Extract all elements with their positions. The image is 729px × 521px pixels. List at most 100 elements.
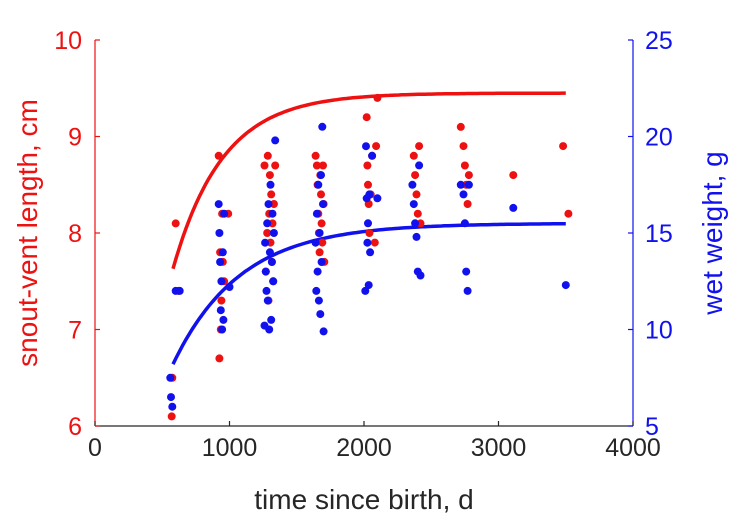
weight-point [166, 373, 175, 382]
weight-point [373, 194, 382, 203]
length-point [372, 142, 381, 151]
length-point [260, 161, 269, 170]
weight-point [265, 325, 274, 334]
x-tick-label: 4000 [605, 434, 661, 462]
weight-point [463, 286, 472, 295]
weight-point [261, 267, 270, 276]
length-point [167, 412, 176, 421]
weight-point [263, 296, 272, 305]
length-point [409, 151, 418, 160]
weight-point [225, 283, 234, 291]
length-point [217, 296, 226, 305]
length-point [317, 219, 326, 228]
length-point [370, 238, 379, 247]
weight-point [263, 219, 272, 228]
weight-point [215, 229, 224, 237]
weight-point [315, 229, 324, 237]
weight-point [261, 238, 270, 247]
length-point [373, 93, 382, 102]
x-tick-label: 2000 [336, 434, 392, 462]
length-point [263, 229, 272, 237]
weight-point [262, 286, 271, 295]
weight-point [411, 219, 420, 228]
weight-point [314, 296, 323, 305]
length-fit-curve [171, 91, 566, 270]
y-right-tick-label: 25 [645, 27, 673, 55]
length-point [363, 161, 372, 170]
weight-point [216, 306, 225, 315]
length-point [413, 209, 422, 218]
weight-point [561, 281, 570, 290]
length-point [559, 142, 568, 151]
weight-point [218, 248, 227, 257]
length-point [460, 161, 469, 170]
length-point [214, 151, 223, 160]
weight-point [312, 286, 321, 295]
weight-point [267, 315, 276, 324]
fit-curve-group [171, 91, 566, 365]
weight-point [456, 180, 465, 189]
length-point [315, 248, 324, 257]
length-point [463, 200, 472, 208]
x-axis-title: time since birth, d [254, 484, 473, 515]
y-right-tick-label: 20 [645, 124, 673, 152]
length-point [215, 354, 224, 363]
x-tick-label: 1000 [202, 434, 258, 462]
length-point [364, 180, 372, 189]
length-point [362, 113, 371, 122]
length-point [319, 161, 327, 170]
weight-point [318, 122, 327, 131]
weight-point [416, 271, 425, 280]
weight-point [319, 200, 327, 209]
weight-point [366, 248, 375, 257]
y-left-tick-label: 7 [68, 317, 82, 345]
weight-point [317, 171, 325, 180]
weight-point [412, 232, 421, 241]
length-point [564, 209, 573, 218]
weight-point [167, 393, 175, 402]
weight-point [317, 258, 326, 266]
weight-point [362, 142, 370, 151]
weight-point [265, 248, 274, 257]
length-point [365, 229, 374, 237]
weight-point [368, 151, 377, 160]
weight-point [314, 180, 323, 189]
y-left-axis-title: snout-vent length, cm [12, 99, 43, 367]
weight-point [364, 219, 372, 228]
weight-point [460, 219, 469, 228]
weight-point [311, 238, 320, 247]
weight-point [219, 315, 228, 324]
length-point [271, 161, 280, 170]
weight-point [269, 277, 278, 286]
length-point [267, 190, 276, 199]
y-left-tick-label: 8 [68, 220, 82, 248]
y-right-tick-group: 5 10 15 20 25 [628, 27, 673, 441]
weight-point [217, 277, 226, 286]
length-point [411, 171, 420, 180]
y-right-tick-label: 10 [645, 317, 673, 345]
weight-point [459, 190, 468, 199]
length-point [509, 171, 518, 180]
length-point [318, 238, 327, 247]
weight-point [266, 180, 275, 189]
weight-point [408, 180, 417, 189]
weight-point [415, 161, 424, 170]
weight-point [365, 190, 374, 199]
weight-point [216, 258, 225, 266]
weight-point [220, 209, 229, 218]
x-tick-label: 0 [88, 434, 102, 462]
weight-point [312, 209, 321, 218]
weight-point [316, 310, 325, 319]
y-left-tick-label: 10 [54, 27, 82, 55]
weight-point [267, 258, 276, 266]
y-left-tick-label: 6 [68, 413, 82, 441]
weight-point [218, 325, 227, 334]
weight-point [268, 209, 277, 218]
weight-point [361, 286, 370, 295]
length-point [415, 142, 424, 151]
weight-point [364, 281, 373, 290]
length-point [171, 219, 180, 228]
weight-point [462, 267, 471, 276]
length-point [263, 151, 272, 160]
